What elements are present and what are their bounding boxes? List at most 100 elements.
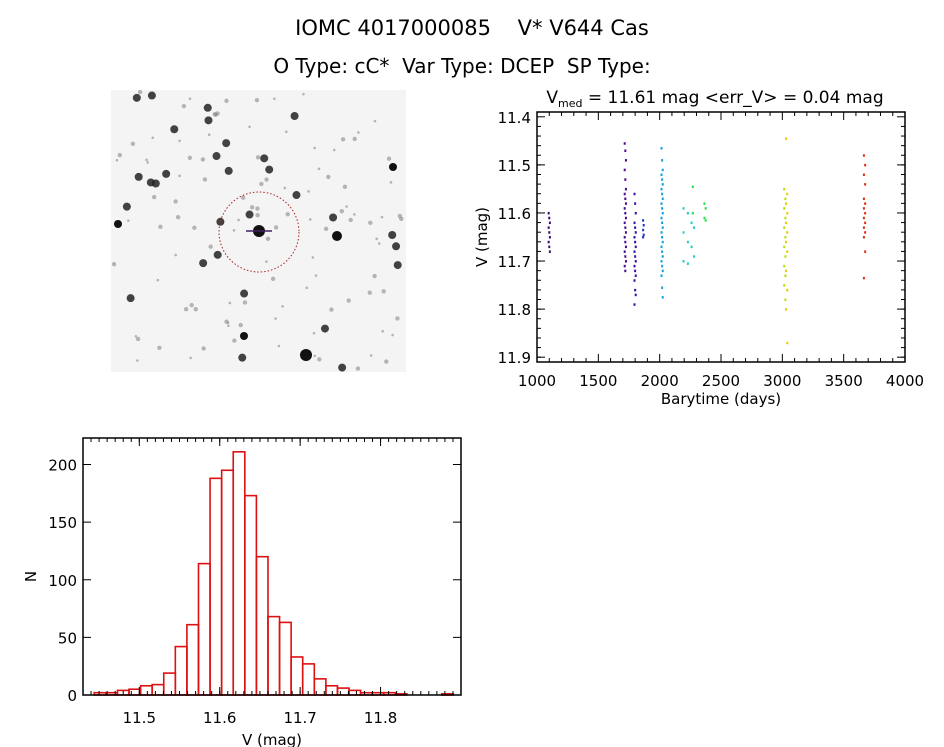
star bbox=[395, 316, 400, 321]
star bbox=[240, 195, 246, 200]
star bbox=[135, 336, 141, 342]
data-point bbox=[864, 211, 867, 215]
data-point bbox=[785, 240, 788, 244]
star bbox=[307, 190, 310, 193]
data-point bbox=[682, 260, 685, 263]
data-point bbox=[624, 178, 627, 181]
data-point bbox=[661, 178, 664, 181]
data-point bbox=[624, 245, 627, 249]
data-point bbox=[623, 236, 626, 239]
data-point bbox=[691, 185, 694, 189]
data-point bbox=[783, 245, 786, 249]
star bbox=[270, 276, 276, 281]
data-point bbox=[624, 211, 627, 215]
data-point bbox=[661, 240, 664, 244]
x-tick-label: 4000 bbox=[886, 372, 924, 390]
data-point bbox=[864, 183, 867, 186]
star bbox=[381, 329, 385, 333]
data-point bbox=[691, 211, 694, 215]
y-tick-label: 11.5 bbox=[498, 157, 531, 175]
data-point bbox=[786, 250, 789, 253]
data-point bbox=[661, 159, 664, 162]
data-point bbox=[634, 240, 637, 244]
data-point bbox=[690, 245, 693, 249]
data-point bbox=[624, 226, 627, 229]
data-point bbox=[642, 233, 645, 237]
star bbox=[238, 353, 247, 362]
star bbox=[342, 184, 348, 190]
star bbox=[326, 174, 331, 180]
star bbox=[260, 154, 269, 163]
star bbox=[264, 177, 269, 182]
bright-star bbox=[300, 349, 312, 361]
data-point bbox=[634, 202, 637, 205]
star bbox=[207, 133, 211, 136]
y-tick-label: 100 bbox=[48, 572, 77, 590]
data-point bbox=[624, 187, 627, 191]
data-point bbox=[862, 216, 865, 220]
star bbox=[368, 220, 373, 226]
data-point bbox=[623, 264, 626, 268]
star bbox=[151, 194, 157, 200]
star bbox=[203, 103, 212, 112]
star bbox=[265, 260, 268, 263]
data-point bbox=[547, 240, 550, 244]
star bbox=[132, 93, 141, 102]
y-tick-label: 200 bbox=[48, 457, 77, 475]
data-point bbox=[624, 202, 627, 205]
data-point bbox=[624, 231, 627, 234]
star bbox=[200, 157, 206, 162]
data-point bbox=[660, 231, 663, 234]
star bbox=[222, 139, 231, 148]
data-point bbox=[634, 288, 637, 292]
star bbox=[213, 112, 218, 117]
data-point bbox=[634, 274, 637, 277]
star bbox=[134, 335, 138, 338]
star bbox=[339, 209, 344, 214]
histogram-bar bbox=[301, 663, 316, 696]
data-point bbox=[703, 202, 706, 205]
star bbox=[290, 112, 299, 121]
aperture-circle bbox=[218, 191, 300, 273]
star bbox=[145, 158, 148, 162]
data-point bbox=[862, 173, 865, 176]
star bbox=[175, 215, 181, 220]
data-point bbox=[783, 284, 786, 287]
star bbox=[367, 290, 372, 295]
star bbox=[213, 250, 222, 259]
data-point bbox=[785, 269, 788, 273]
bright-star bbox=[240, 332, 248, 340]
data-point bbox=[623, 192, 626, 196]
star bbox=[158, 224, 163, 229]
star bbox=[162, 169, 171, 178]
data-point bbox=[633, 279, 636, 282]
data-point bbox=[660, 147, 663, 150]
y-tick-label: 150 bbox=[48, 514, 77, 532]
star bbox=[204, 116, 213, 125]
star bbox=[329, 307, 334, 312]
star bbox=[111, 262, 117, 267]
y-tick-label: 50 bbox=[58, 629, 77, 647]
data-point bbox=[862, 226, 865, 229]
y-tick-label: 11.7 bbox=[498, 253, 531, 271]
star bbox=[232, 229, 236, 232]
star bbox=[174, 253, 177, 257]
x-axis-label: Barytime (days) bbox=[661, 390, 781, 408]
data-point bbox=[864, 202, 867, 205]
plot-frame bbox=[82, 437, 462, 696]
star bbox=[115, 158, 119, 162]
data-point bbox=[783, 226, 786, 229]
data-point bbox=[661, 183, 664, 186]
data-point bbox=[785, 202, 788, 205]
bright-star bbox=[114, 220, 122, 228]
star bbox=[308, 218, 312, 221]
data-point bbox=[623, 250, 626, 253]
star bbox=[314, 274, 318, 277]
data-point bbox=[642, 223, 645, 227]
data-point bbox=[703, 216, 706, 220]
data-point bbox=[686, 211, 689, 215]
star bbox=[238, 322, 243, 328]
data-point bbox=[547, 211, 550, 215]
data-point bbox=[548, 245, 551, 249]
